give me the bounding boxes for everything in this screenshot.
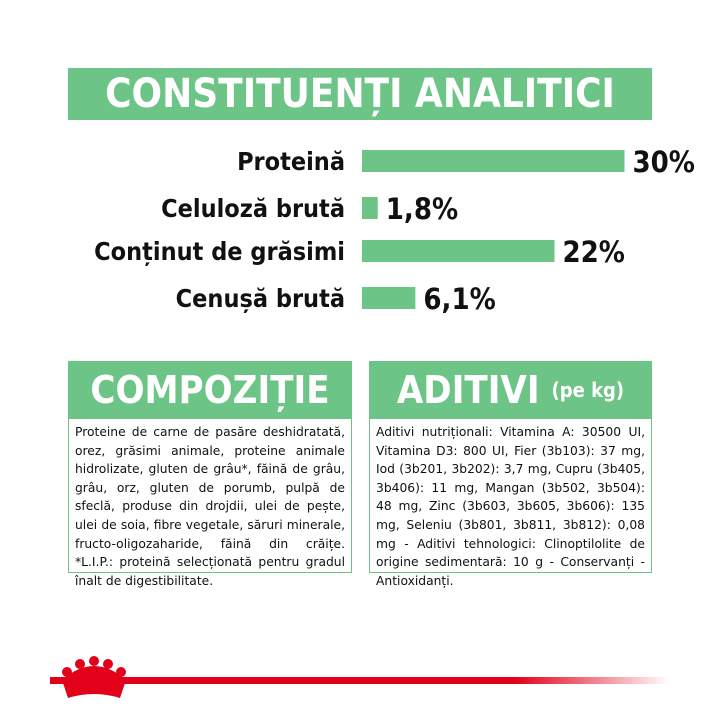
- composition-text: Proteine de carne de pasăre deshidratată…: [68, 419, 352, 588]
- value-label: 6,1%: [423, 282, 495, 316]
- value-label: 30%: [633, 145, 695, 179]
- category-label: Celuloză brută: [161, 194, 345, 223]
- additives-subtitle: (pe kg): [551, 378, 625, 402]
- additives-title: ADITIVI: [396, 368, 540, 412]
- bar: [362, 240, 555, 262]
- bar: [362, 197, 378, 219]
- chart-title: CONSTITUENȚI ANALITICI: [68, 68, 652, 120]
- bar: [362, 150, 625, 172]
- composition-title: COMPOZIȚIE: [68, 361, 352, 419]
- category-label: Conținut de grăsimi: [94, 237, 345, 266]
- footer-line: [50, 677, 670, 684]
- additives-text: Aditivi nutriționali: Vitamina A: 30500 …: [369, 419, 652, 588]
- value-label: 22%: [563, 235, 625, 269]
- category-label: Proteină: [237, 147, 345, 176]
- bar: [362, 287, 416, 309]
- logo: [62, 656, 126, 698]
- value-label: 1,8%: [386, 192, 458, 226]
- additives-header: ADITIVI (pe kg): [369, 361, 652, 419]
- category-label: Cenușă brută: [176, 284, 345, 313]
